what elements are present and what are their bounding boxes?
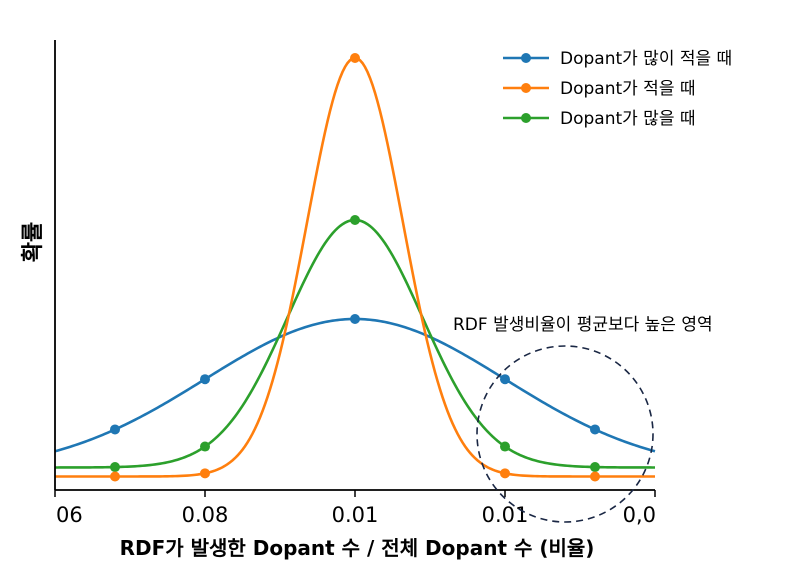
legend-marker-1 [521,53,531,63]
series-3-point-5 [590,462,600,473]
x-tick-label-2: 0.08 [182,503,229,527]
series-2-point-3 [350,53,360,63]
x-ticks: 06 0.08 0.01 0.01 0,0 [54,490,656,527]
legend: Dopant가 많이 적을 때 Dopant가 적을 때 Dopant가 많을 때 [503,49,732,129]
plot-area [54,53,656,482]
highlight-region-label: RDF 발생비율이 평균보다 높은 영역 [453,315,713,335]
series-3-point-3 [350,215,360,225]
series-1-point-2 [200,374,210,385]
x-tick-label-1: 06 [56,503,83,527]
highlight-region-circle [476,345,654,523]
series-1-point-5 [590,424,600,435]
legend-marker-3 [521,113,531,123]
series-line-1 [54,317,656,453]
legend-label-2: Dopant가 적을 때 [560,79,696,99]
series-3-point-4 [500,441,510,452]
annotation: RDF 발생비율이 평균보다 높은 영역 [453,315,713,523]
series-line-3 [55,218,655,469]
x-tick-label-5: 0,0 [623,503,656,527]
legend-label-3: Dopant가 많을 때 [560,109,696,129]
series-3-point-1 [110,462,120,473]
y-axis-title: 확률 [21,222,46,262]
legend-marker-2 [521,83,531,93]
series-1-point-4 [500,374,510,385]
series-2-point-2 [200,468,210,479]
series-2-point-5 [590,471,600,482]
x-axis-title: RDF가 발생한 Dopant 수 / 전체 Dopant 수 (비율) [120,536,595,560]
x-tick-label-3: 0.01 [332,503,379,527]
series-3-point-2 [200,441,210,452]
x-tick-label-4: 0.01 [482,503,529,527]
series-1-point-1 [110,424,120,435]
series-2-point-4 [500,468,510,479]
legend-label-1: Dopant가 많이 적을 때 [560,49,732,69]
series-2-point-1 [110,471,120,482]
series-1-point-3 [350,314,360,324]
